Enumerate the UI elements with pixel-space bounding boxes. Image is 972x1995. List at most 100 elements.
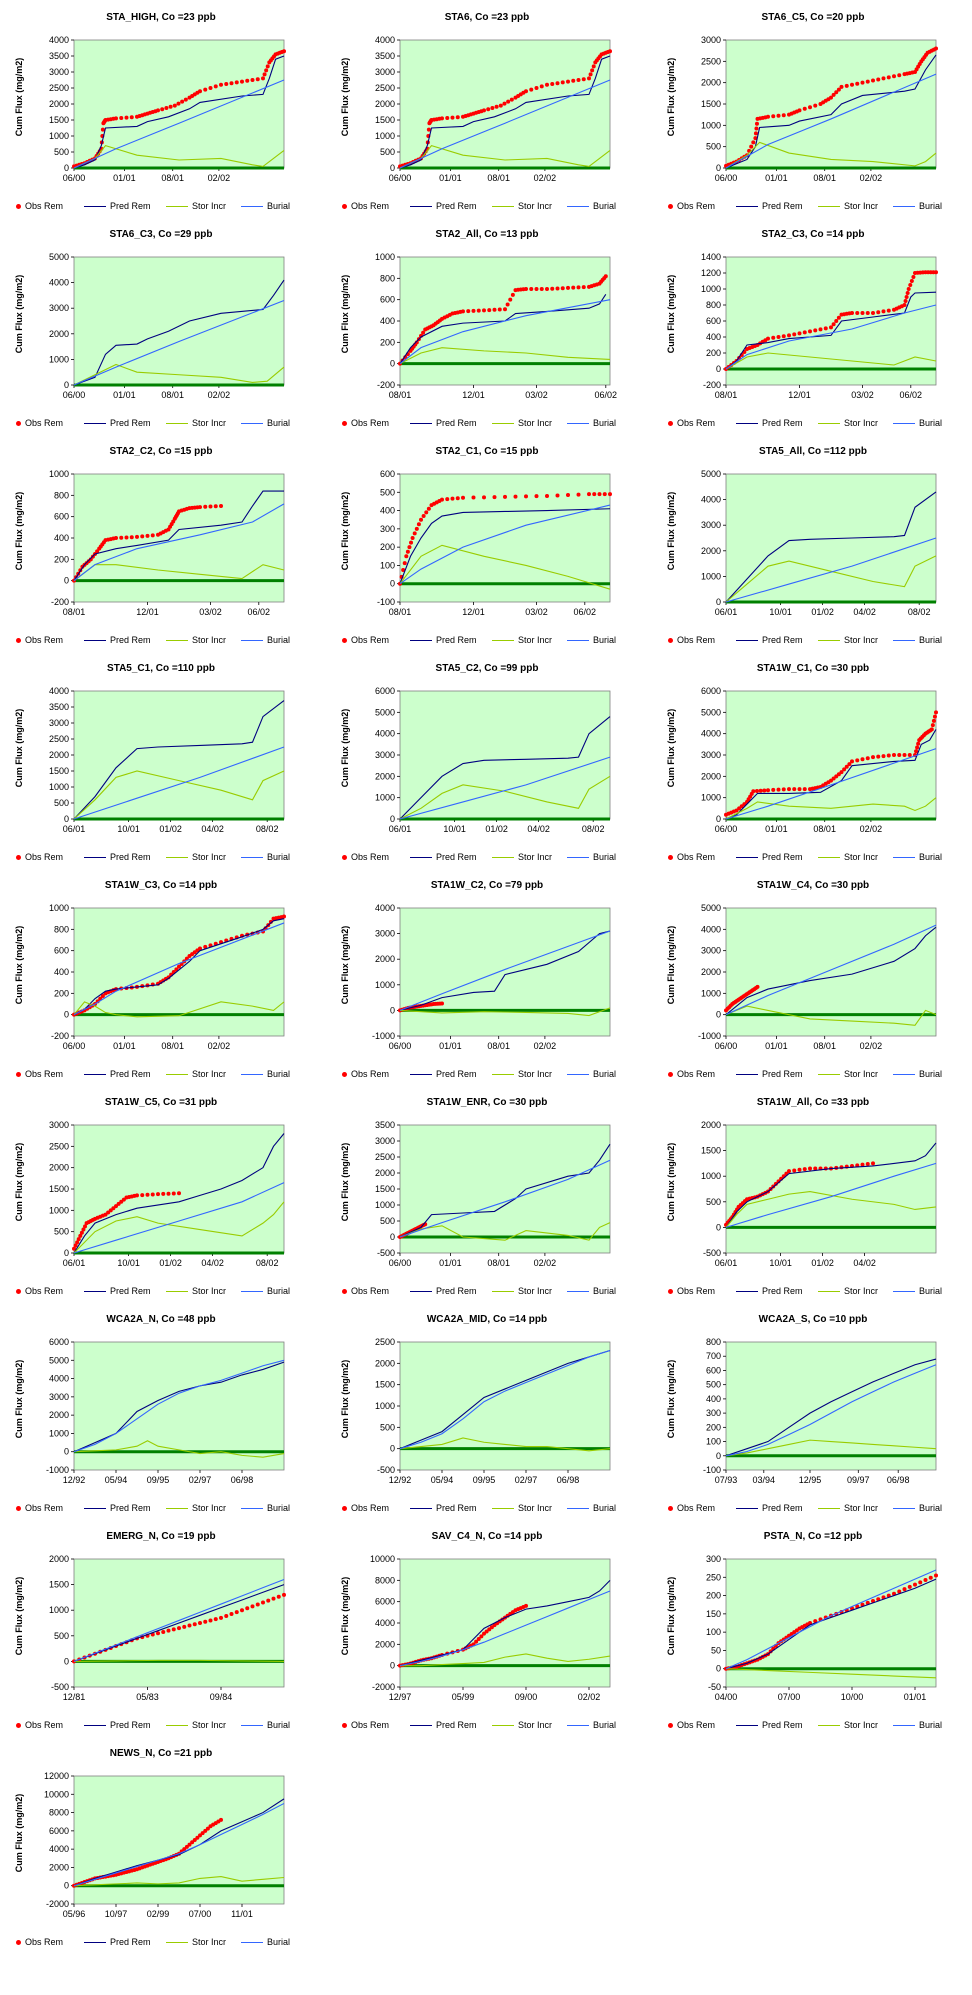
x-tick-label: 08/01 — [63, 607, 86, 617]
chart-panel: STA6_C3, Co =29 ppb Cum Flux (mg/m2) 0 1000… — [6, 223, 316, 438]
burial-line — [725, 1364, 937, 1457]
legend-swatch — [567, 206, 589, 208]
chart-svg: 0 500 1000 1500 2000 2500 3000 06/00 01/01 08/01 0… — [701, 35, 938, 183]
legend-item: Stor Incr — [818, 1503, 878, 1513]
legend-item: Burial — [893, 201, 942, 211]
y-tick-label: 1000 — [49, 469, 69, 479]
y-tick-label: 5000 — [49, 252, 69, 262]
obs-rem-point — [198, 1833, 202, 1838]
x-tick-label: 01/01 — [765, 824, 788, 834]
stor-incr-line — [73, 770, 285, 820]
obs-rem-point — [471, 495, 476, 500]
obs-rem-point — [771, 114, 776, 119]
x-tick-label: 01/01 — [113, 173, 136, 183]
y-tick-label: 3000 — [701, 750, 721, 760]
obs-rem-point — [913, 1582, 917, 1587]
obs-rem-point — [76, 1237, 81, 1242]
legend-swatch — [166, 1942, 188, 1944]
obs-rem-point — [781, 113, 786, 118]
x-tick-label: 08/02 — [582, 824, 605, 834]
legend-item: Pred Rem — [736, 1286, 803, 1296]
x-tick-label: 06/01 — [715, 607, 738, 617]
legend-swatch — [342, 638, 347, 644]
y-tick-label: 3000 — [49, 718, 69, 728]
obs-rem-point — [813, 328, 818, 333]
obs-rem-point — [250, 1604, 255, 1609]
obs-rem-point — [904, 295, 909, 299]
chart-title: STA1W_C2, Co =79 ppb — [430, 880, 544, 891]
x-tick-label: 08/02 — [908, 607, 931, 617]
obs-rem-point — [897, 1589, 902, 1594]
legend-item: Pred Rem — [736, 635, 803, 645]
y-tick-label: 1500 — [49, 1580, 69, 1590]
obs-rem-point — [829, 325, 833, 330]
y-tick-label: 4000 — [375, 903, 395, 913]
obs-rem-point — [550, 286, 555, 291]
obs-rem-point — [129, 115, 134, 120]
legend-label: Stor Incr — [844, 852, 879, 862]
legend-label: Burial — [267, 1503, 291, 1513]
legend: Obs Rem Pred Rem Stor Incr Burial — [6, 1937, 316, 1951]
obs-rem-point — [865, 1162, 870, 1167]
y-tick-label: 3500 — [375, 1120, 395, 1130]
chart-svg: 0 1000 2000 3000 4000 5000 06/01 10/01 01/02 04/0… — [701, 469, 937, 617]
legend-item: Pred Rem — [736, 418, 803, 428]
legend-item: Stor Incr — [492, 201, 552, 211]
y-tick-label: 2000 — [49, 750, 69, 760]
obs-rem-point — [176, 101, 181, 106]
y-tick-label: 3000 — [375, 929, 395, 939]
y-tick-label: 600 — [380, 469, 395, 479]
obs-rem-point — [471, 308, 476, 313]
legend: Obs Rem Pred Rem Stor Incr Burial — [332, 1720, 642, 1734]
plot-area — [725, 39, 937, 169]
obs-rem-point — [576, 78, 581, 82]
chart-panel: STA1W_All, Co =33 ppb Cum Flux (mg/m2) -50… — [658, 1091, 968, 1306]
x-tick-label: 06/00 — [63, 1041, 86, 1051]
legend-item: Stor Incr — [818, 1069, 878, 1079]
obs-rem-point — [261, 76, 265, 81]
x-tick-label: 08/01 — [389, 390, 412, 400]
obs-rem-point — [171, 1627, 176, 1632]
chart-title: STA1W_ENR, Co =30 ppb — [426, 1097, 548, 1108]
obs-rem-point — [844, 83, 849, 88]
y-tick-label: 5000 — [49, 1355, 69, 1365]
obs-rem-point — [219, 504, 223, 508]
x-tick-label: 09/95 — [147, 1475, 170, 1485]
legend-swatch — [492, 1508, 514, 1510]
obs-rem-point — [282, 49, 286, 54]
legend: Obs Rem Pred Rem Stor Incr Burial — [658, 1503, 968, 1517]
obs-rem-point — [902, 753, 907, 757]
x-tick-label: 08/01 — [389, 607, 412, 617]
legend-swatch — [492, 857, 514, 859]
obs-rem-point — [75, 1240, 80, 1245]
obs-rem-point — [268, 919, 273, 924]
obs-rem-point — [524, 1603, 528, 1608]
y-tick-label: 4000 — [49, 35, 69, 45]
obs-rem-point — [934, 270, 938, 275]
y-tick-label: 2500 — [375, 1152, 395, 1162]
legend-label: Stor Incr — [192, 1720, 227, 1730]
y-tick-label: 600 — [706, 1365, 721, 1375]
x-tick-label: 02/02 — [578, 1692, 601, 1702]
chart-title: STA2_C1, Co =15 ppb — [435, 446, 539, 457]
obs-rem-point — [754, 789, 759, 793]
legend-label: Obs Rem — [677, 1286, 716, 1296]
pred-rem-line — [73, 700, 285, 820]
obs-rem-point — [802, 787, 807, 792]
chart-panel: STA1W_C5, Co =31 ppb Cum Flux (mg/m2) 0 500… — [6, 1091, 316, 1306]
legend-label: Obs Rem — [677, 201, 716, 211]
legend-label: Burial — [919, 1720, 943, 1730]
y-tick-label: 500 — [380, 1216, 395, 1226]
legend-label: Burial — [919, 852, 943, 862]
legend-label: Stor Incr — [844, 1069, 879, 1079]
obs-rem-point — [177, 1626, 181, 1631]
legend-item: Obs Rem — [668, 1503, 715, 1513]
pred-rem-line — [725, 1578, 937, 1670]
obs-rem-point — [529, 287, 534, 291]
obs-rem-point — [906, 287, 911, 291]
x-tick-label: 05/94 — [105, 1475, 128, 1485]
legend-label: Pred Rem — [110, 1503, 151, 1513]
legend-label: Pred Rem — [110, 635, 151, 645]
legend-label: Burial — [267, 201, 291, 211]
